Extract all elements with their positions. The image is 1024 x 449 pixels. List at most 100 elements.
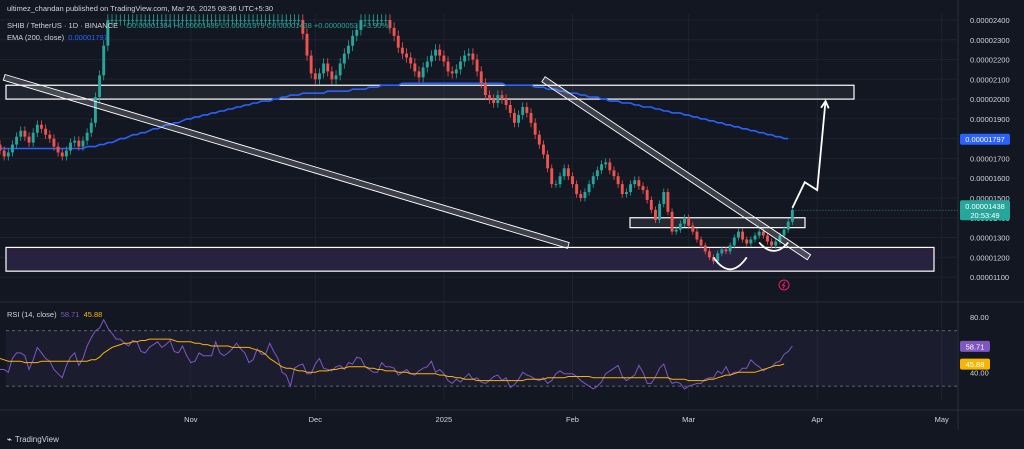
rsi-tick-label: 40.00	[970, 368, 989, 377]
candle-body	[110, 19, 114, 21]
candle-body	[27, 136, 31, 143]
candle-body	[156, 19, 160, 21]
candle-body	[56, 146, 60, 153]
candle-body	[400, 47, 404, 54]
candle-body	[81, 140, 85, 147]
candle-body	[629, 184, 633, 193]
candle-body	[93, 97, 97, 123]
candle-body	[280, 19, 284, 21]
price-tick-label: 0.00002300	[970, 36, 1010, 45]
rsi-label: RSI (14, close)	[7, 310, 57, 319]
candle-body	[371, 19, 375, 21]
price-tick-label: 0.00001900	[970, 115, 1010, 124]
candle-body	[247, 19, 251, 21]
candle-body	[243, 19, 247, 21]
price-tick-label: 0.00001200	[970, 253, 1010, 262]
candle-body	[189, 19, 193, 21]
candle-body	[674, 229, 678, 232]
candle-body	[114, 19, 118, 21]
candle-body	[683, 217, 686, 224]
candle-body	[732, 237, 736, 246]
candle-body	[463, 55, 467, 62]
candle-body	[720, 249, 724, 254]
candle-body	[44, 128, 48, 135]
candle-body	[413, 63, 417, 72]
candle-body	[467, 53, 471, 56]
breakout-box	[629, 217, 806, 229]
time-tick-label: May	[935, 415, 949, 424]
candle-body	[0, 144, 2, 151]
candle-body	[525, 107, 529, 113]
rsi-ma-badge-value: 45.88	[966, 360, 985, 369]
candle-body	[450, 71, 454, 74]
candle-body	[446, 61, 450, 72]
ohlc-values: O0.00001384 H0.00001439 L0.00001379 C0.0…	[126, 21, 391, 30]
rsi-ma-badge	[960, 358, 990, 370]
candle-body	[579, 194, 583, 198]
candle-body	[778, 235, 782, 242]
candle-body	[612, 170, 616, 177]
candle-body	[52, 138, 56, 147]
candle-body	[620, 184, 624, 195]
candle-body	[210, 19, 214, 21]
candle-body	[562, 168, 566, 177]
candle-body	[500, 95, 504, 100]
candle-body	[504, 99, 508, 106]
candle-body	[73, 140, 77, 143]
candle-body	[355, 29, 359, 36]
descending-trendline-1	[2, 73, 570, 249]
candle-body	[309, 55, 313, 74]
candle-body	[716, 253, 720, 262]
candle-body	[616, 176, 620, 185]
candle-body	[185, 19, 189, 21]
candle-body	[305, 33, 309, 56]
candle-body	[293, 19, 296, 21]
time-tick-label: Mar	[682, 415, 695, 424]
rsi-legend: RSI (14, close) 58.71 45.88	[7, 310, 102, 319]
candle-body	[479, 71, 483, 84]
candle-body	[566, 168, 570, 177]
candle-body	[301, 19, 305, 34]
candle-body	[313, 73, 317, 80]
candle-body	[745, 239, 749, 244]
rsi-ma-value: 45.88	[83, 310, 103, 319]
ema200-line	[0, 82, 789, 150]
lightning-bolt	[781, 281, 786, 289]
tradingview-logo[interactable]: ⌁ TradingView	[7, 435, 59, 444]
candle-body	[181, 19, 184, 21]
double-bottom-arc	[758, 241, 789, 252]
last-price-badge	[960, 200, 1010, 221]
candle-body	[235, 19, 238, 21]
candle-body	[512, 112, 516, 123]
candle-body	[595, 170, 599, 177]
price-tick-label: 0.00002200	[970, 56, 1010, 65]
candle-body	[454, 69, 458, 74]
candle-body	[143, 19, 147, 21]
candle-body	[272, 19, 276, 21]
candle-body	[135, 19, 139, 21]
candle-body	[741, 231, 745, 240]
candle-body	[77, 140, 81, 147]
candle-body	[359, 19, 363, 30]
candle-body	[712, 257, 715, 262]
candle-body	[558, 176, 562, 185]
symbol-label: SHIB / TetherUS · 1D · BINANCE	[7, 21, 119, 30]
price-tick-label: 0.00001600	[970, 174, 1010, 183]
candle-body	[239, 19, 243, 21]
candle-body	[591, 176, 595, 185]
candle-body	[317, 73, 321, 80]
projection-arrow-head	[820, 99, 830, 109]
candle-body	[123, 19, 126, 21]
candle-body	[438, 49, 442, 56]
candle-body	[417, 71, 421, 78]
descending-trendline-2	[541, 76, 812, 261]
candle-body	[193, 19, 197, 21]
candle-body	[284, 19, 288, 21]
lightning-icon	[778, 279, 790, 291]
candle-body	[508, 105, 512, 113]
candle-body	[118, 19, 122, 21]
projection-arrow	[791, 101, 827, 209]
candle-body	[127, 19, 131, 21]
